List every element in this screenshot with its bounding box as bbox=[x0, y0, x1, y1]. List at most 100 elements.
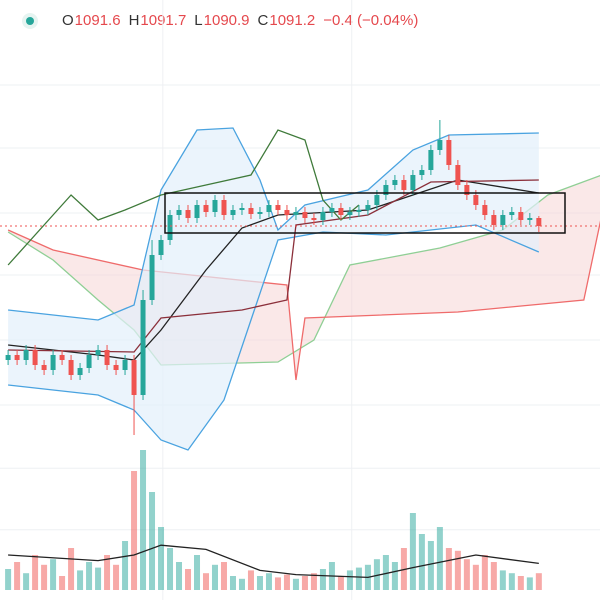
volume-bar bbox=[140, 450, 147, 590]
volume-bar bbox=[32, 555, 39, 590]
candle-body bbox=[338, 208, 344, 215]
candle-body bbox=[86, 355, 92, 368]
volume-bar bbox=[382, 555, 389, 590]
candle-body bbox=[509, 212, 515, 215]
ohlc-value: 1091.7 bbox=[140, 12, 186, 29]
volume-bar bbox=[50, 559, 57, 590]
candle-body bbox=[293, 212, 299, 215]
cloud-span-b bbox=[7, 220, 600, 381]
volume-bar bbox=[5, 569, 12, 590]
volume-bar bbox=[86, 562, 93, 590]
volume-bar bbox=[202, 573, 209, 590]
candle-body bbox=[329, 208, 335, 212]
candle-body bbox=[401, 180, 407, 190]
volume-bar bbox=[535, 573, 542, 590]
candle-body bbox=[320, 212, 326, 220]
volume-bar bbox=[490, 562, 497, 590]
volume-bar bbox=[346, 570, 353, 590]
volume-bar bbox=[409, 513, 416, 590]
candle-body bbox=[347, 212, 353, 215]
ohlc-label: L bbox=[194, 12, 202, 29]
volume-bar bbox=[41, 564, 48, 590]
candle-body bbox=[194, 205, 200, 218]
volume-bar bbox=[77, 570, 84, 590]
ohlc-label: O bbox=[62, 12, 74, 29]
candle-body bbox=[500, 215, 506, 225]
candle-body bbox=[212, 200, 218, 212]
candle-body bbox=[32, 350, 38, 365]
volume-bar bbox=[194, 555, 201, 590]
candle-body bbox=[167, 215, 173, 240]
candle-body bbox=[284, 210, 290, 215]
volume-bar bbox=[373, 559, 380, 590]
ohlc-value: 1091.6 bbox=[75, 12, 121, 29]
ohlc-label: C bbox=[258, 12, 269, 29]
candle-body bbox=[365, 205, 371, 210]
volume-bar bbox=[517, 576, 524, 590]
volume-bar bbox=[158, 527, 165, 590]
candle-body bbox=[158, 240, 164, 255]
volume-bar bbox=[23, 573, 30, 590]
candle-body bbox=[482, 205, 488, 215]
volume-bar bbox=[256, 576, 263, 590]
candle-body bbox=[248, 208, 254, 214]
volume-bar bbox=[149, 492, 156, 590]
volume-bar bbox=[113, 564, 120, 590]
volume-bar bbox=[427, 541, 434, 590]
candle-body bbox=[491, 215, 497, 225]
candle-body bbox=[266, 205, 272, 212]
volume-bar bbox=[238, 578, 245, 590]
volume-bar bbox=[283, 574, 290, 590]
candle-body bbox=[428, 150, 434, 170]
candle-body bbox=[95, 350, 101, 355]
candle-body bbox=[140, 300, 146, 395]
volume-bar bbox=[391, 562, 398, 590]
candle-body bbox=[527, 218, 533, 220]
candle-body bbox=[203, 205, 209, 212]
ohlc-header: O 1091.6 H 1091.7 L 1090.9 C 1091.2 −0.4 (−0.04%… bbox=[62, 12, 418, 29]
candle-body bbox=[356, 210, 362, 212]
volume-bar bbox=[436, 527, 443, 590]
candle-body bbox=[410, 175, 416, 190]
candle-body bbox=[41, 365, 47, 370]
status-dot bbox=[26, 17, 34, 25]
candle-body bbox=[446, 140, 452, 165]
candle-body bbox=[275, 205, 281, 210]
candle-body bbox=[473, 195, 479, 205]
volume-bar bbox=[319, 569, 326, 590]
candle-body bbox=[257, 212, 263, 214]
volume-bar bbox=[185, 569, 192, 590]
candle-body bbox=[23, 350, 29, 360]
volume-bar bbox=[122, 541, 129, 590]
volume-bar bbox=[265, 573, 272, 590]
candle-body bbox=[59, 355, 65, 360]
candle-body bbox=[455, 165, 461, 185]
volume-bar bbox=[247, 570, 254, 590]
volume-bar bbox=[68, 548, 75, 590]
candle-body bbox=[419, 170, 425, 175]
volume-bar bbox=[104, 555, 111, 590]
volume-bar bbox=[355, 567, 362, 590]
volume-bar bbox=[301, 576, 308, 590]
candle-body bbox=[302, 212, 308, 218]
candle-body bbox=[221, 200, 227, 215]
candle-body bbox=[122, 360, 128, 370]
candle-body bbox=[536, 218, 542, 226]
candle-body bbox=[68, 360, 74, 375]
volume-bar bbox=[454, 550, 461, 590]
candle-body bbox=[185, 210, 191, 218]
indicator-line bbox=[8, 179, 539, 361]
candle-body bbox=[131, 360, 137, 395]
volume-bar bbox=[176, 562, 183, 590]
indicator-line bbox=[7, 129, 360, 266]
volume-bar bbox=[445, 548, 452, 590]
volume-bar bbox=[229, 576, 236, 590]
candle-body bbox=[230, 210, 236, 215]
volume-bar bbox=[463, 559, 470, 590]
candle-body bbox=[374, 195, 380, 205]
volume-bar bbox=[499, 570, 506, 590]
volume-bar bbox=[131, 471, 138, 590]
volume-bar bbox=[310, 573, 317, 590]
